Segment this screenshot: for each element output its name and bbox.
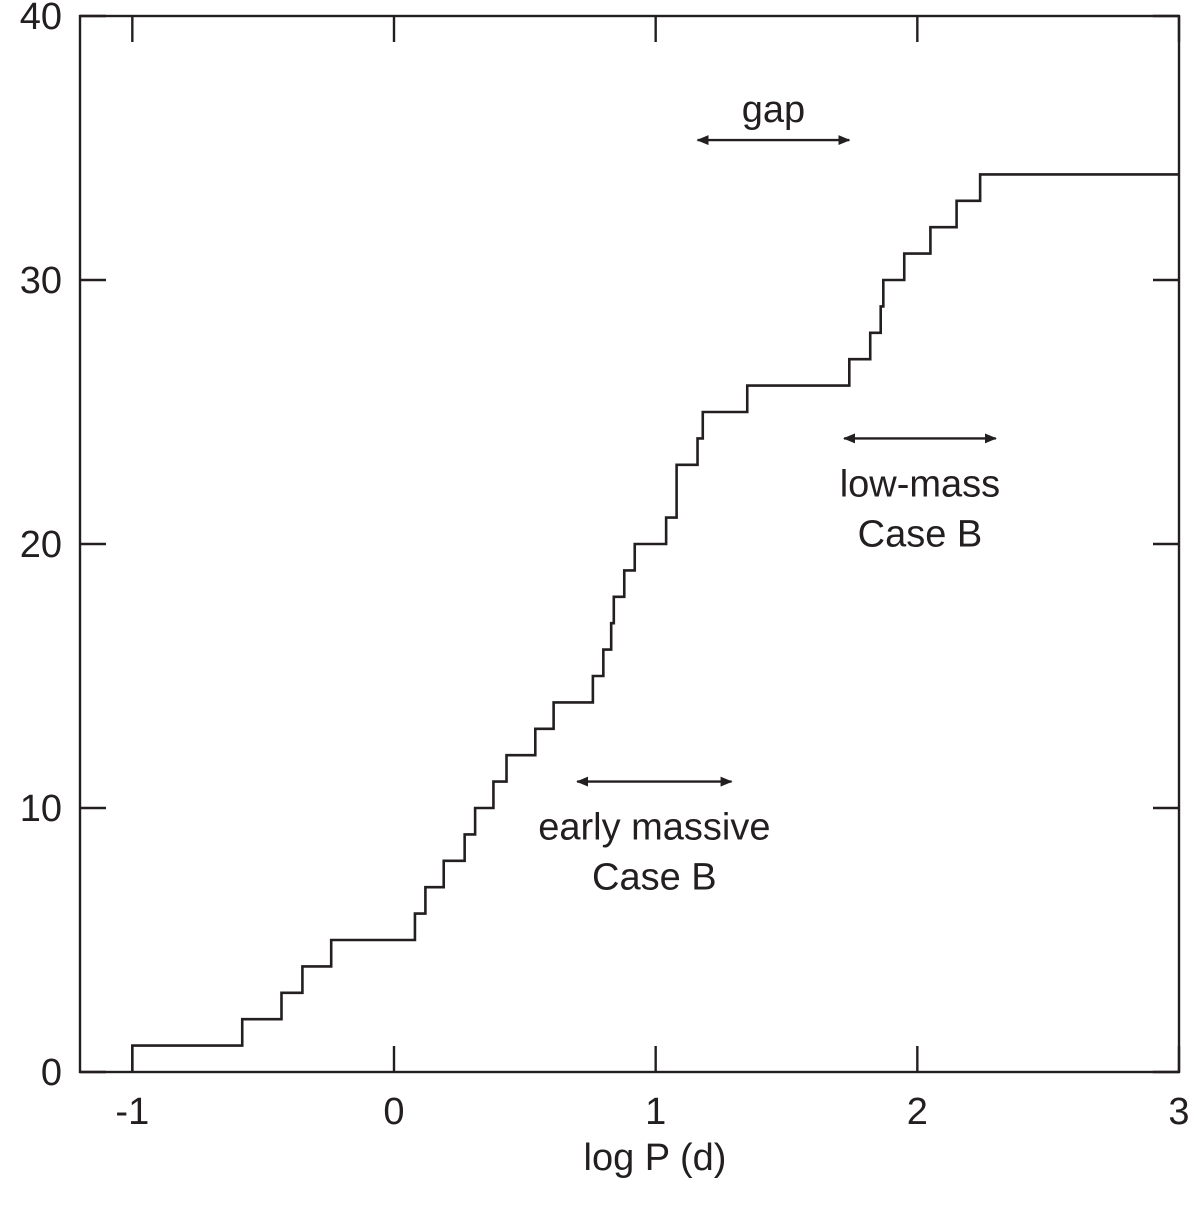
annotation-label: Case B (592, 857, 717, 899)
y-tick-label: 0 (41, 1052, 62, 1094)
x-tick-label: 0 (383, 1091, 404, 1133)
annotation-label: gap (742, 89, 805, 131)
ticks (80, 14, 1181, 1074)
y-tick-label: 10 (20, 788, 62, 830)
cumulative-step-line (131, 173, 1179, 1072)
annotation-label: Case B (858, 513, 983, 555)
x-axis-title: log P (d) (584, 1137, 727, 1179)
annotations: gap low-mass Case B early massive Case B (538, 89, 1000, 899)
y-tick-label: 30 (20, 260, 62, 302)
y-tick-label: 20 (20, 524, 62, 566)
x-tick-label: 2 (907, 1091, 928, 1133)
annotation-label: early massive (538, 807, 770, 849)
x-tick-label: 3 (1168, 1091, 1189, 1133)
x-tick-label: -1 (115, 1091, 149, 1133)
y-tick-label: 40 (20, 0, 62, 38)
x-tick-label: 1 (645, 1091, 666, 1133)
annotation-label: low-mass (840, 463, 1000, 505)
